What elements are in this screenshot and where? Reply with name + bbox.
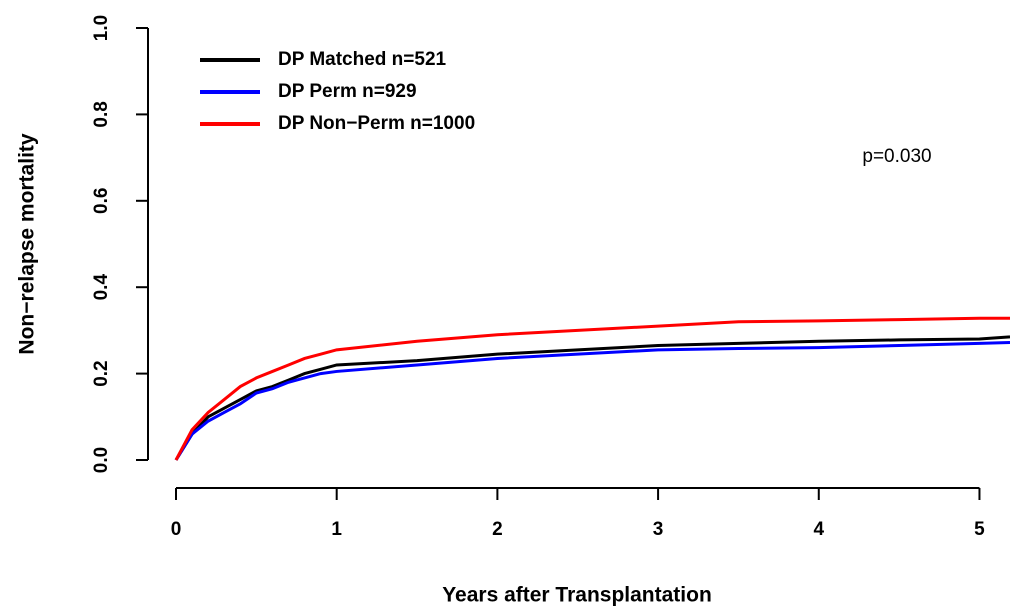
series-line [174, 335, 1010, 461]
x-tick-label: 1 [331, 519, 342, 540]
y-tick-label: 0.0 [91, 447, 112, 473]
x-axis-label: Years after Transplantation [442, 584, 712, 607]
x-tick-label: 2 [492, 519, 503, 540]
series-line [174, 316, 1010, 461]
x-tick-label: 5 [974, 519, 985, 540]
y-tick-label: 1.0 [91, 15, 112, 41]
p-value: p=0.030 [862, 146, 931, 167]
legend-label: DP Non−Perm n=1000 [278, 113, 475, 134]
x-tick-label: 3 [653, 519, 664, 540]
y-tick-label: 0.6 [91, 188, 112, 214]
y-tick-label: 0.4 [91, 274, 112, 301]
x-tick-label: 0 [171, 519, 182, 540]
legend-label: DP Matched n=521 [278, 49, 447, 70]
legend-label: DP Perm n=929 [278, 81, 417, 102]
y-axis-label: Non−relapse mortality [16, 133, 39, 354]
y-tick-label: 0.2 [91, 360, 112, 386]
series-line [174, 340, 1010, 461]
x-tick-label: 4 [813, 519, 824, 540]
y-tick-label: 0.8 [91, 101, 112, 127]
